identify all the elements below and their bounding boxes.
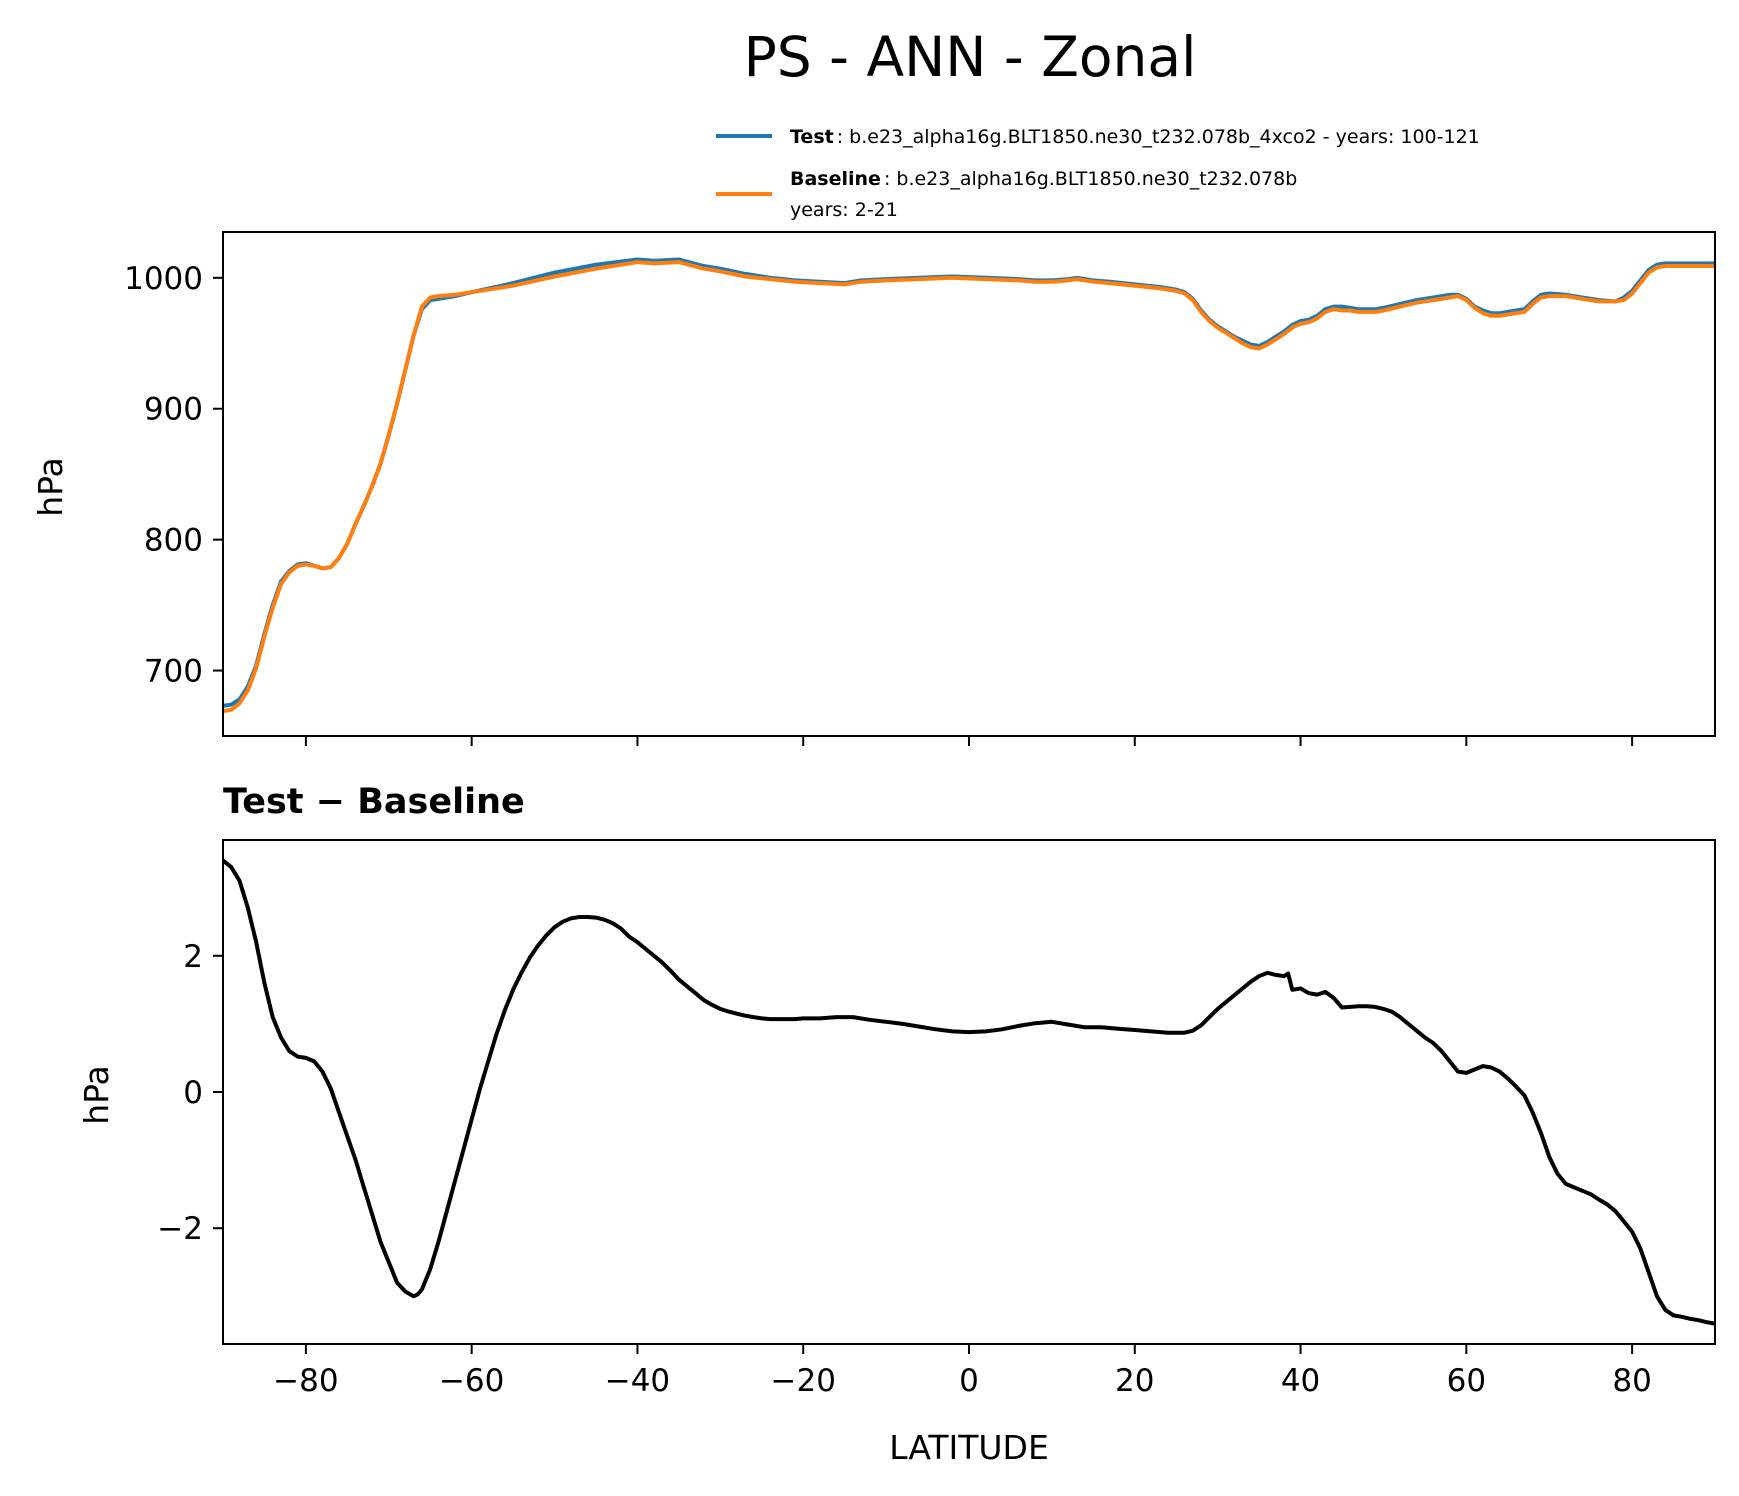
top-axes-frame bbox=[222, 231, 1716, 737]
top-y-tick-label: 700 bbox=[144, 654, 203, 690]
x-tick-label: −40 bbox=[605, 1363, 670, 1399]
top-y-tick-label: 800 bbox=[144, 523, 203, 559]
bottom-y-tick-label: 2 bbox=[183, 939, 203, 975]
bottom-y-axis-label: hPa bbox=[77, 1065, 116, 1125]
legend-baseline-label: Baseline: b.e23_alpha16g.BLT1850.ne30_t2… bbox=[790, 168, 1297, 190]
bottom-y-tick-label: 0 bbox=[183, 1075, 203, 1111]
top-panel: 700 800 900 1000 hPa Test: b.e23_alpha16g.B… bbox=[31, 126, 1716, 746]
bottom-panel-title: Test − Baseline bbox=[223, 782, 525, 822]
x-tick-label: 80 bbox=[1612, 1363, 1651, 1399]
top-plot-lines bbox=[222, 257, 1715, 714]
x-tick-label: −80 bbox=[273, 1363, 338, 1399]
bottom-x-ticks: −80 −60 −40 −20 0 20 40 60 80 bbox=[273, 1344, 1652, 1399]
x-tick-label: 40 bbox=[1281, 1363, 1320, 1399]
top-x-ticks bbox=[304, 736, 1634, 746]
bottom-y-tick-label: −2 bbox=[157, 1211, 203, 1247]
top-series-line-baseline bbox=[222, 260, 1715, 714]
x-tick-label: 20 bbox=[1115, 1363, 1154, 1399]
legend-test-label: Test: b.e23_alpha16g.BLT1850.ne30_t232.0… bbox=[790, 126, 1480, 148]
legend-baseline-years: years: 2-21 bbox=[790, 199, 898, 221]
figure-title: PS - ANN - Zonal bbox=[744, 25, 1197, 89]
legend: Test: b.e23_alpha16g.BLT1850.ne30_t232.0… bbox=[716, 126, 1480, 221]
top-series-line-test bbox=[222, 257, 1715, 708]
top-y-tick-label: 1000 bbox=[124, 261, 203, 297]
x-tick-label: −60 bbox=[439, 1363, 504, 1399]
top-y-axis-label: hPa bbox=[31, 457, 70, 517]
x-axis-label: LATITUDE bbox=[889, 1428, 1049, 1467]
bottom-plot-lines bbox=[221, 858, 1716, 1326]
x-tick-label: 0 bbox=[959, 1363, 979, 1399]
bottom-series-line-0 bbox=[221, 858, 1716, 1326]
bottom-axes-frame bbox=[222, 839, 1716, 1345]
top-y-tick-label: 900 bbox=[144, 392, 203, 428]
x-tick-label: 60 bbox=[1447, 1363, 1486, 1399]
top-y-ticks: 700 800 900 1000 bbox=[124, 261, 223, 690]
x-tick-label: −20 bbox=[771, 1363, 836, 1399]
bottom-y-ticks: −2 0 2 bbox=[157, 939, 223, 1247]
bottom-panel: Test − Baseline −80 −60 −40 −20 0 20 40 60 80 −2… bbox=[77, 782, 1716, 1467]
